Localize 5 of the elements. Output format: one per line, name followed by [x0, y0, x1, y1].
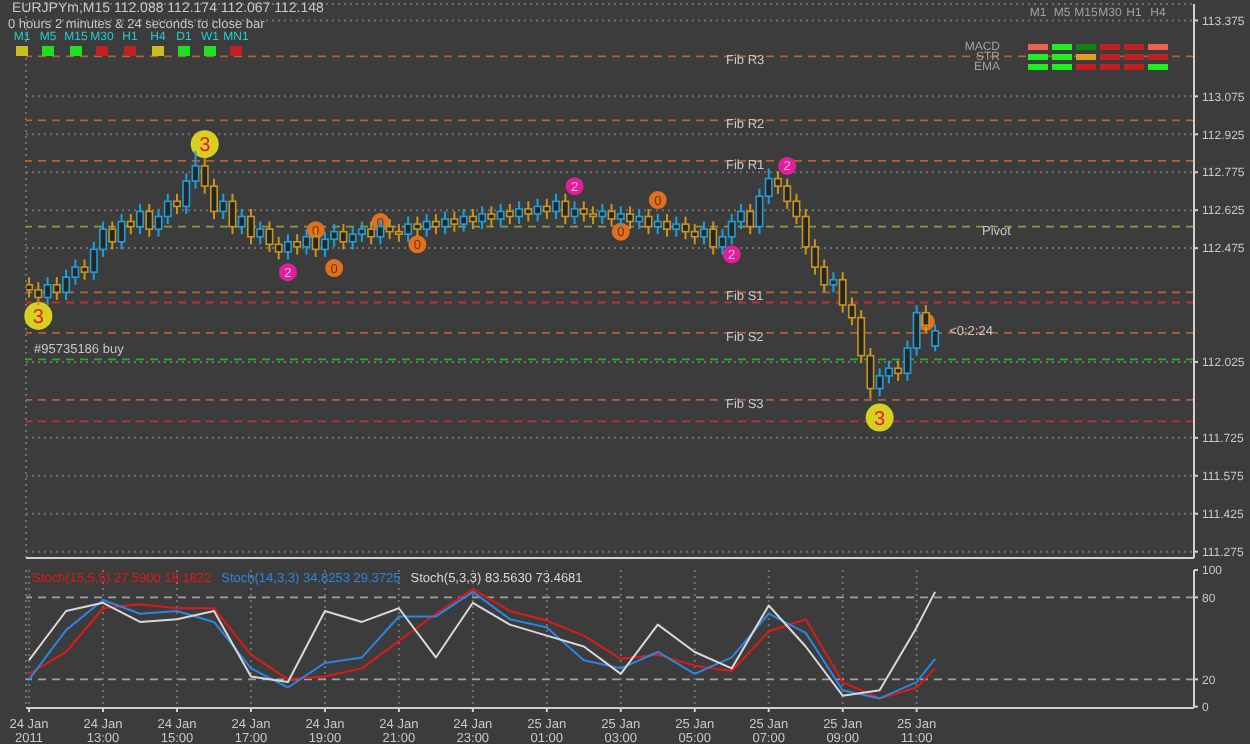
annotation: 3 — [32, 306, 45, 329]
candlestick — [931, 323, 940, 353]
annotation: 3 — [199, 135, 212, 158]
candlestick — [26, 276, 34, 299]
annotation: 3 — [874, 408, 887, 431]
